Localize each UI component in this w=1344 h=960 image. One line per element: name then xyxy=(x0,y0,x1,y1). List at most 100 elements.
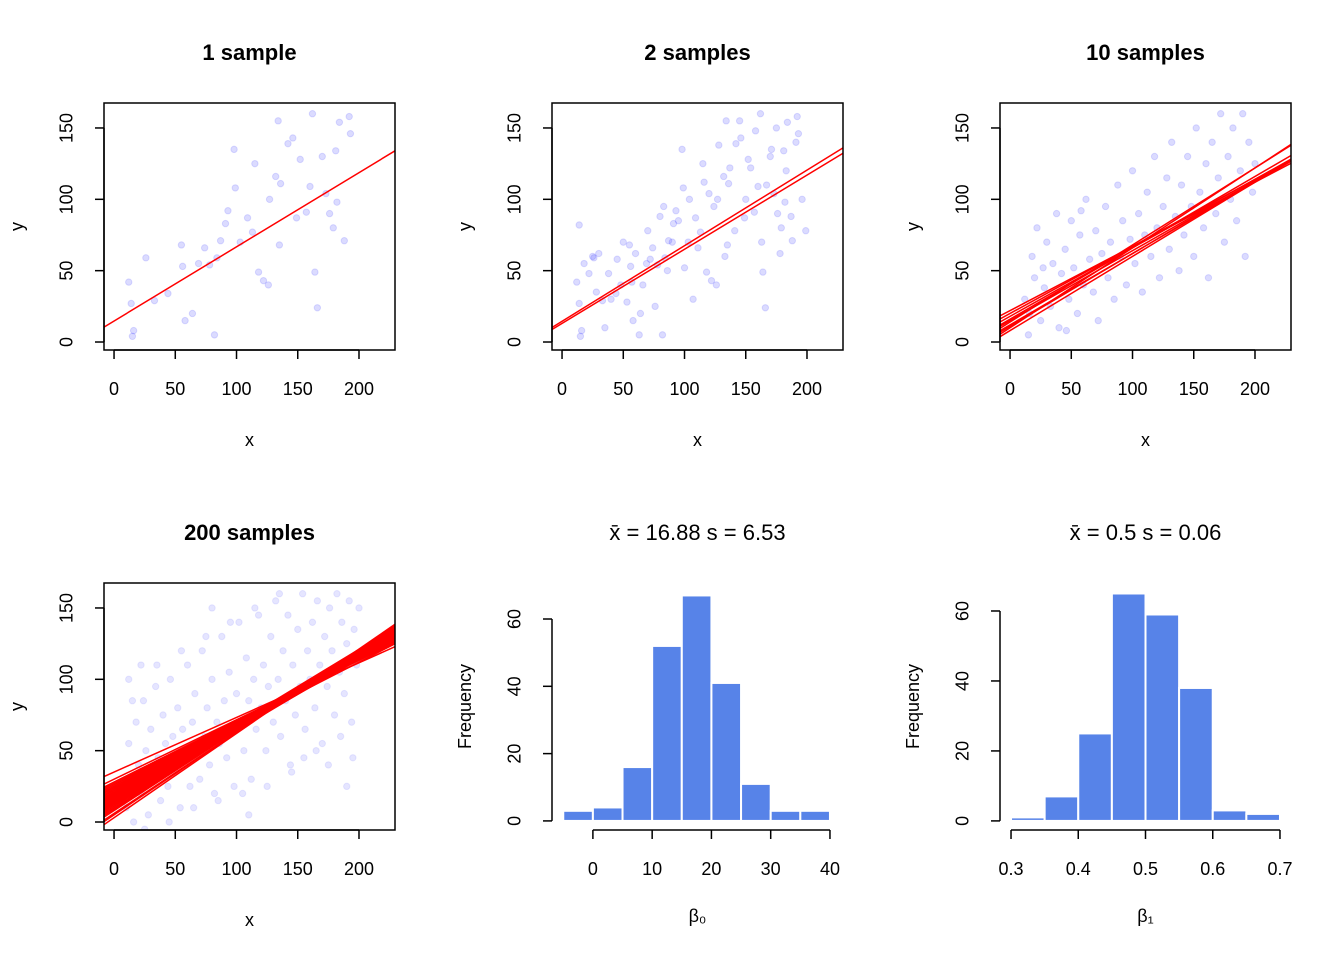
regression-line xyxy=(104,150,395,328)
point xyxy=(196,775,204,783)
point xyxy=(1177,181,1186,189)
point xyxy=(1239,110,1247,118)
y-tick-label: 20 xyxy=(505,744,525,764)
histogram-bar xyxy=(1144,613,1181,822)
panel: x̄ = 16.88 s = 6.53 β₀ Frequency 0 10 20 30 40 0… xyxy=(455,520,840,926)
x-tick-label: 0 xyxy=(588,859,598,879)
point xyxy=(1208,138,1216,146)
point xyxy=(1214,174,1222,182)
histogram-bar xyxy=(769,809,802,822)
point xyxy=(142,254,150,262)
point xyxy=(746,164,755,172)
point xyxy=(1199,224,1208,232)
point xyxy=(1175,266,1183,275)
point xyxy=(781,198,789,206)
x-tick-label: 200 xyxy=(1240,379,1270,399)
histogram-bar xyxy=(1043,795,1080,822)
point xyxy=(125,675,133,684)
point xyxy=(188,309,197,318)
point xyxy=(343,782,351,791)
point xyxy=(648,244,657,252)
point xyxy=(139,697,148,705)
point xyxy=(646,255,654,263)
point xyxy=(161,739,170,748)
point xyxy=(235,618,243,626)
point xyxy=(1220,238,1229,246)
point xyxy=(294,625,302,634)
point xyxy=(272,172,280,181)
point xyxy=(1104,274,1112,282)
point xyxy=(349,754,357,762)
point xyxy=(592,288,601,296)
point xyxy=(672,207,680,215)
point xyxy=(245,811,253,819)
x-tick-label: 30 xyxy=(761,859,781,879)
y-tick-label: 50 xyxy=(953,261,973,281)
point xyxy=(761,304,770,312)
point xyxy=(328,647,336,655)
histogram-bar xyxy=(621,766,654,822)
point xyxy=(220,697,228,705)
point xyxy=(144,811,153,819)
point xyxy=(225,668,233,676)
point xyxy=(1039,264,1047,272)
point xyxy=(642,259,651,268)
y-axis-label: Frequency xyxy=(903,664,923,749)
point xyxy=(210,331,219,339)
point xyxy=(750,208,759,216)
point xyxy=(303,647,312,655)
point xyxy=(783,118,792,126)
point xyxy=(595,249,603,258)
point xyxy=(221,219,230,228)
point xyxy=(164,289,172,298)
point xyxy=(174,704,182,712)
x-axis-label: x xyxy=(245,430,254,450)
histogram-bar xyxy=(1178,686,1214,822)
point xyxy=(794,129,803,138)
point xyxy=(772,124,781,132)
histogram-bar xyxy=(710,681,743,822)
point xyxy=(1143,188,1151,196)
point xyxy=(1241,252,1249,261)
point xyxy=(635,331,643,339)
y-tick-label: 40 xyxy=(505,676,525,696)
point xyxy=(332,147,340,155)
point xyxy=(153,661,161,669)
point xyxy=(251,604,259,612)
x-tick-label: 0.5 xyxy=(1133,859,1158,879)
plot-box xyxy=(551,102,844,351)
point xyxy=(1033,224,1041,232)
point xyxy=(178,262,187,271)
y-tick-label: 100 xyxy=(57,184,77,214)
panel: 1 sample x y 0 50 100 150 200 0 50 100 150 xyxy=(7,40,396,450)
x-tick-label: 0.3 xyxy=(999,859,1024,879)
y-tick-label: 100 xyxy=(505,184,525,214)
point xyxy=(311,704,319,712)
point xyxy=(238,789,247,798)
point xyxy=(306,182,314,191)
point xyxy=(689,295,697,303)
y-tick-label: 100 xyxy=(57,664,77,694)
point xyxy=(792,138,800,146)
point xyxy=(164,782,172,791)
point xyxy=(347,718,356,726)
point xyxy=(132,718,140,726)
point xyxy=(335,118,344,126)
histogram-bar xyxy=(1010,816,1046,822)
x-tick-label: 50 xyxy=(165,859,185,879)
point xyxy=(731,227,739,235)
point xyxy=(674,217,683,225)
point xyxy=(656,212,664,221)
regression-line xyxy=(552,147,843,329)
point xyxy=(1126,235,1134,243)
point xyxy=(208,675,216,684)
plot-area xyxy=(104,110,395,341)
point xyxy=(284,139,292,148)
point xyxy=(296,155,304,164)
point xyxy=(333,590,341,598)
point xyxy=(1202,159,1210,168)
point xyxy=(298,590,307,598)
x-tick-label: 200 xyxy=(344,379,374,399)
point xyxy=(735,117,744,125)
